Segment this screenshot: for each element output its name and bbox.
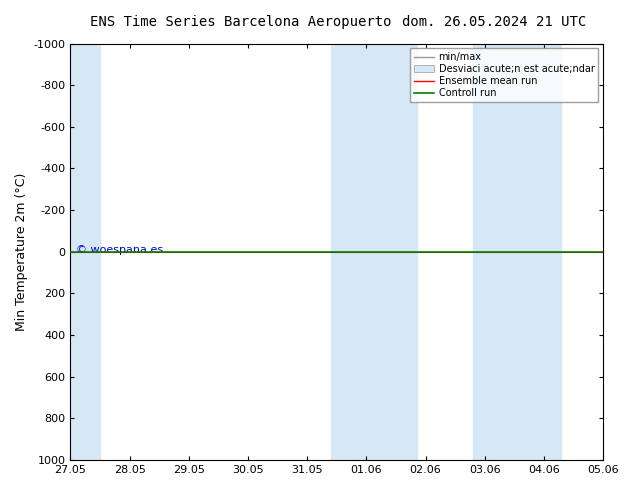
Bar (473, 44, 560, 460)
Text: ENS Time Series Barcelona Aeropuerto: ENS Time Series Barcelona Aeropuerto (90, 15, 392, 29)
Text: © woespana.es: © woespana.es (75, 245, 163, 255)
Legend: min/max, Desviaci acute;n est acute;ndar, Ensemble mean run, Controll run: min/max, Desviaci acute;n est acute;ndar… (410, 49, 598, 102)
Bar (332, 44, 417, 460)
Bar (70, 44, 100, 460)
Text: dom. 26.05.2024 21 UTC: dom. 26.05.2024 21 UTC (403, 15, 586, 29)
Y-axis label: Min Temperature 2m (°C): Min Temperature 2m (°C) (15, 172, 28, 331)
